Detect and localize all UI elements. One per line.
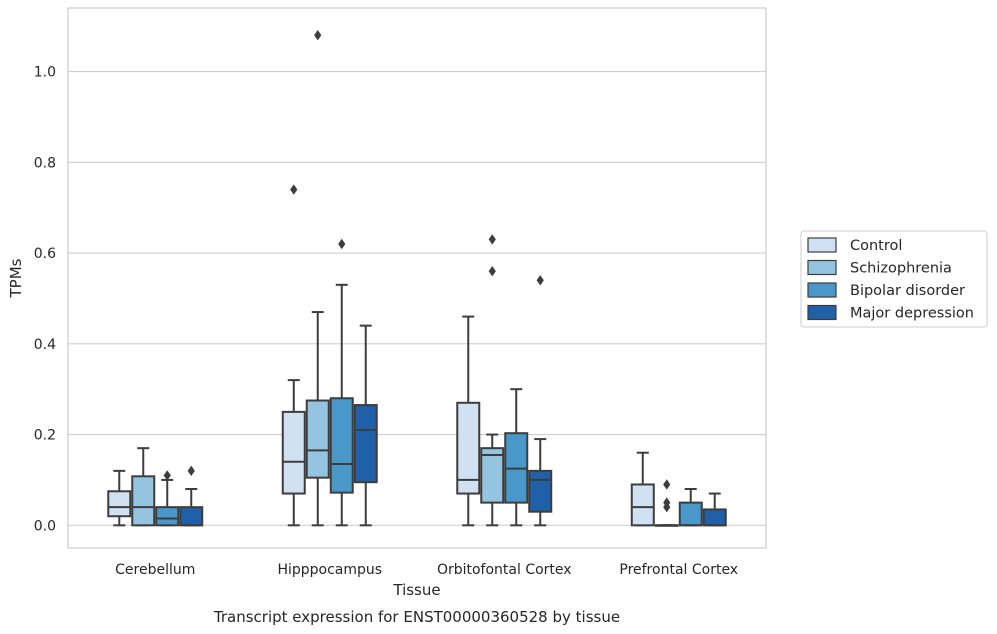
y-tick-label: 0.4 — [34, 337, 56, 353]
legend-swatch — [807, 259, 837, 276]
outlier-point — [488, 234, 496, 245]
legend-label: Control — [850, 238, 902, 254]
box-control — [107, 469, 132, 527]
x-axis-title: Tissue — [392, 581, 440, 599]
box-schizophrenia — [131, 447, 156, 527]
legend-label: Major depression — [850, 306, 974, 322]
outlier-point — [290, 184, 298, 195]
y-axis-title: TPMs — [7, 258, 25, 298]
outlier-point — [314, 30, 322, 41]
box-major-depression — [353, 324, 378, 527]
legend: Control Schizophrenia Bipolar disorder Majo… — [800, 230, 988, 328]
box-control — [630, 451, 655, 527]
box-iqr — [107, 490, 132, 518]
x-tick-label: Hipppocampus — [277, 562, 382, 578]
box-iqr — [329, 397, 354, 494]
box-schizophrenia — [480, 234, 505, 527]
box-iqr — [281, 410, 306, 495]
box-iqr — [305, 399, 330, 479]
y-tick-label: 0.2 — [34, 428, 56, 444]
x-tick-label: Orbitofontal Cortex — [437, 562, 572, 578]
box-bipolar-disorder — [155, 470, 180, 527]
box-bipolar-disorder — [504, 388, 529, 527]
legend-swatch — [807, 304, 837, 321]
outlier-point — [536, 275, 544, 286]
legend-frame — [800, 230, 988, 328]
box-iqr — [702, 508, 727, 527]
box-major-depression — [179, 465, 204, 527]
legend-swatch — [807, 282, 837, 298]
outlier-point — [163, 470, 171, 481]
box-iqr — [480, 447, 505, 504]
box-iqr — [155, 506, 180, 527]
box-iqr — [678, 501, 703, 527]
outlier-point — [663, 479, 671, 490]
plot-background — [68, 8, 766, 548]
outlier-point — [663, 497, 671, 508]
legend-label: Bipolar disorder — [850, 283, 965, 299]
x-tick-label: Cerebellum — [115, 562, 195, 578]
box-schizophrenia — [654, 479, 679, 527]
box-iqr — [179, 506, 204, 527]
x-tick-label: Prefrontal Cortex — [619, 562, 738, 578]
box-iqr — [353, 404, 378, 484]
box-iqr — [528, 469, 553, 513]
box-bipolar-disorder — [678, 488, 703, 527]
box-major-depression — [528, 275, 553, 527]
box-groups — [107, 30, 727, 527]
plot-frame — [67, 7, 767, 549]
y-tick-label: 0.8 — [34, 155, 56, 171]
chart-title: Transcript expression for ENST0000036052… — [213, 608, 620, 626]
outlier-point — [488, 265, 496, 277]
legend-label: Schizophrenia — [850, 261, 952, 277]
y-tick-label: 0.6 — [34, 246, 56, 262]
box-control — [456, 315, 481, 527]
legend-swatch — [807, 237, 837, 253]
outlier-point — [338, 238, 346, 250]
box-schizophrenia — [305, 30, 330, 527]
box-major-depression — [702, 492, 727, 527]
x-tick-labels: Cerebellum Hipppocampus Orbitofontal Corte… — [115, 562, 738, 578]
outlier-point — [187, 465, 195, 477]
box-iqr — [131, 475, 156, 527]
box-iqr — [456, 401, 481, 495]
y-tick-label: 1.0 — [34, 65, 56, 81]
legend-items: Control Schizophrenia Bipolar disorder Majo… — [807, 237, 974, 322]
y-tick-labels: 0.0 0.2 0.4 0.6 0.8 1.0 — [34, 65, 56, 535]
box-bipolar-disorder — [329, 238, 354, 527]
box-iqr — [630, 483, 655, 527]
box-control — [281, 184, 306, 527]
y-tick-label: 0.0 — [34, 518, 56, 534]
